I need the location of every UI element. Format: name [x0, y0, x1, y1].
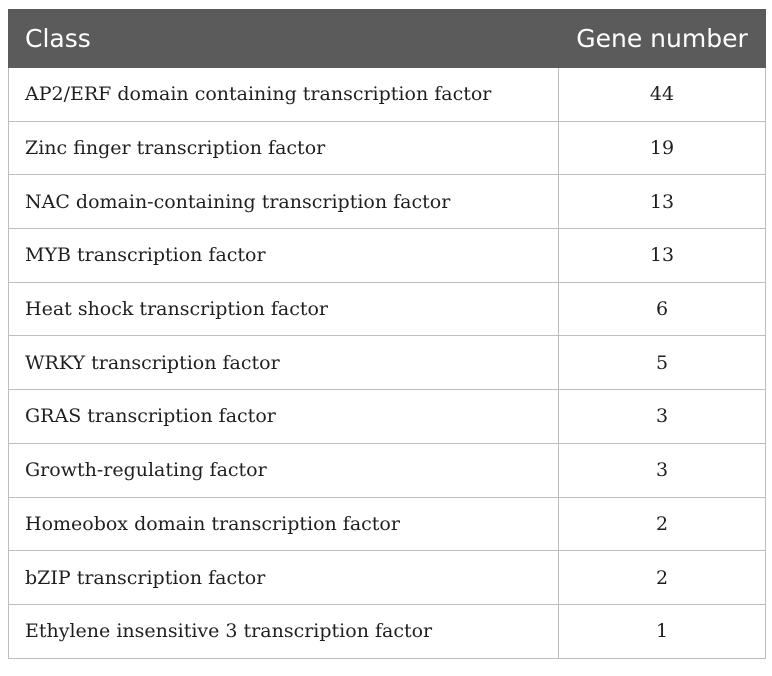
table-row: Ethylene insensitive 3 transcription fac… [8, 603, 766, 659]
gene-number-cell: 13 [558, 174, 766, 230]
class-cell: WRKY transcription factor [8, 335, 559, 391]
gene-number-cell: 6 [558, 281, 766, 337]
transcription-factor-table: Class Gene number AP2/ERF domain contain… [8, 9, 766, 659]
class-cell: Zinc finger transcription factor [8, 120, 559, 176]
gene-number-cell: 1 [558, 603, 766, 659]
transcription-factor-table-container: Class Gene number AP2/ERF domain contain… [8, 9, 766, 659]
table-row: bZIP transcription factor 2 [8, 550, 766, 605]
gene-number-cell: 2 [558, 496, 766, 552]
class-cell: NAC domain-containing transcription fact… [8, 174, 559, 230]
gene-number-cell: 44 [558, 67, 766, 122]
table-row: AP2/ERF domain containing transcription … [8, 67, 766, 122]
gene-number-cell: 5 [558, 335, 766, 391]
table-row: MYB transcription factor 13 [8, 228, 766, 283]
table-row: Homeobox domain transcription factor 2 [8, 496, 766, 552]
class-cell: MYB transcription factor [8, 228, 559, 283]
table-row: NAC domain-containing transcription fact… [8, 174, 766, 230]
gene-number-cell: 2 [558, 550, 766, 605]
table-row: Zinc finger transcription factor 19 [8, 120, 766, 176]
class-cell: bZIP transcription factor [8, 550, 559, 605]
column-header-gene-number: Gene number [558, 9, 766, 68]
class-cell: Homeobox domain transcription factor [8, 496, 559, 552]
column-header-class: Class [8, 9, 559, 68]
table-header: Class Gene number [8, 9, 766, 68]
gene-number-cell: 3 [558, 389, 766, 444]
table-body: AP2/ERF domain containing transcription … [8, 67, 766, 659]
gene-number-cell: 19 [558, 120, 766, 176]
gene-number-cell: 3 [558, 442, 766, 498]
table-row: WRKY transcription factor 5 [8, 335, 766, 391]
table-row: Heat shock transcription factor 6 [8, 281, 766, 337]
class-cell: GRAS transcription factor [8, 389, 559, 444]
class-cell: Growth-regulating factor [8, 442, 559, 498]
table-row: Growth-regulating factor 3 [8, 442, 766, 498]
class-cell: AP2/ERF domain containing transcription … [8, 67, 559, 122]
gene-number-cell: 13 [558, 228, 766, 283]
class-cell: Ethylene insensitive 3 transcription fac… [8, 603, 559, 659]
table-row: GRAS transcription factor 3 [8, 389, 766, 444]
header-row: Class Gene number [8, 9, 766, 68]
class-cell: Heat shock transcription factor [8, 281, 559, 337]
